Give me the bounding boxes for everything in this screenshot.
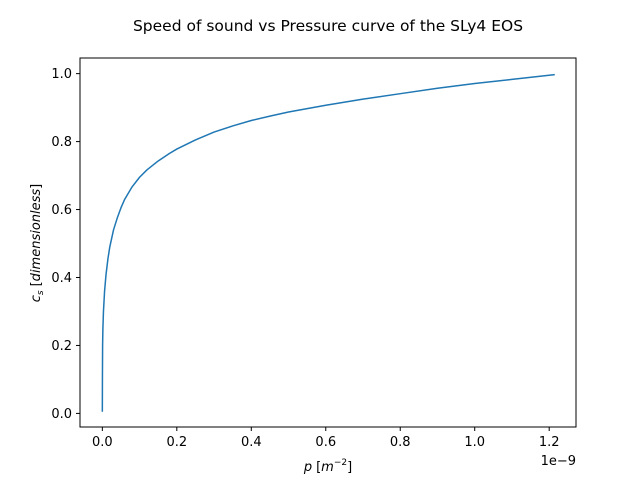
y-axis-subscript: s: [36, 290, 46, 295]
x-tick-label: 1.2: [539, 435, 560, 450]
x-tick-label: 0.8: [390, 435, 411, 450]
y-axis-ticks: 0.0 0.2 0.4 0.6 0.8 1.0: [51, 67, 80, 422]
chart-title: Speed of sound vs Pressure curve of the …: [133, 17, 523, 35]
y-tick-label: 1.0: [51, 67, 72, 82]
plot-area: [79, 57, 577, 428]
y-axis-unit-text: dimensionless: [29, 189, 44, 282]
x-tick-label: 0.6: [315, 435, 336, 450]
x-axis-symbol: p: [303, 460, 312, 475]
series-line-0: [101, 73, 555, 412]
x-tick-label: 0.2: [166, 435, 187, 450]
x-axis-unit-exp: −2: [334, 458, 347, 468]
y-axis-unit-open: [: [29, 281, 44, 286]
y-tick-label: 0.4: [51, 271, 72, 286]
x-axis-offset-label: 1e−9: [541, 454, 576, 469]
y-axis-symbol: c: [29, 295, 44, 302]
series-layer: [101, 73, 555, 412]
y-axis-unit-close: ]: [29, 184, 44, 189]
x-axis-unit-base: m: [321, 460, 334, 475]
y-tick-label: 0.8: [51, 135, 72, 150]
x-tick-label: 0.0: [92, 435, 113, 450]
x-tick-label: 1.0: [464, 435, 485, 450]
x-axis-ticks: 0.0 0.2 0.4 0.6 0.8 1.0 1.2: [92, 427, 560, 450]
x-axis-unit-close: ]: [347, 460, 352, 475]
x-tick-label: 0.4: [241, 435, 262, 450]
y-tick-label: 0.0: [51, 407, 72, 422]
y-tick-label: 0.2: [51, 339, 72, 354]
x-axis-label: p [m−2]: [303, 458, 352, 475]
y-axis-label: cs [dimensionless]: [29, 184, 46, 303]
y-tick-label: 0.6: [51, 203, 72, 218]
x-axis-unit-open: [: [316, 460, 321, 475]
